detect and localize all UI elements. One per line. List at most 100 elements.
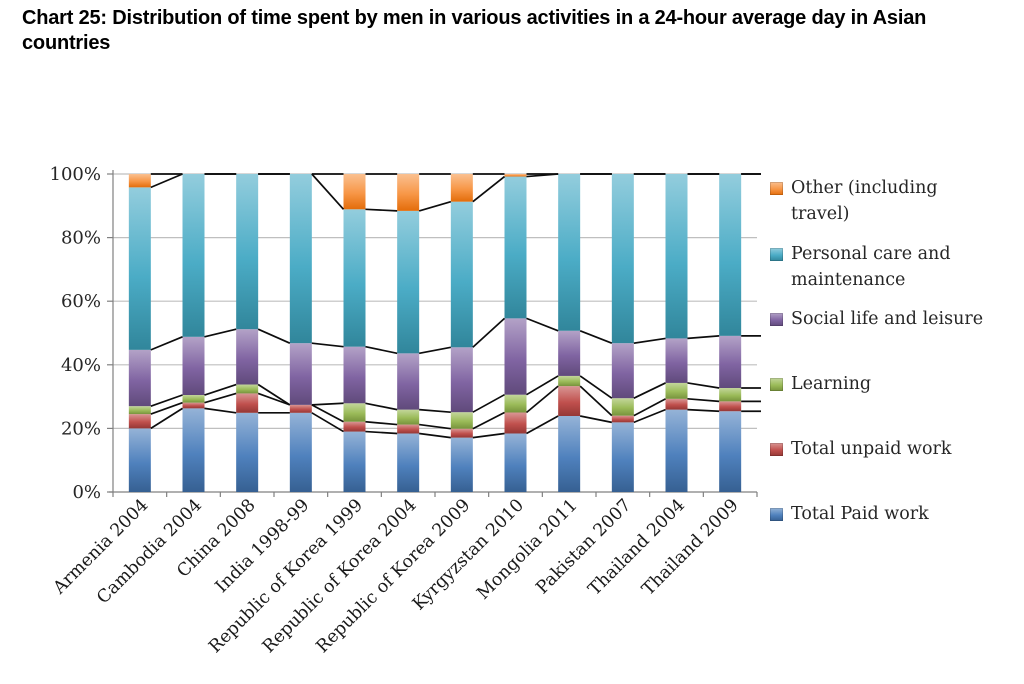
series-connector-line — [365, 430, 398, 435]
chart-title: Chart 25: Distribution of time spent by … — [22, 7, 927, 54]
segment-learning — [719, 388, 742, 402]
segment-social-life-and-leisure — [719, 335, 742, 389]
series-connector-line — [633, 382, 666, 399]
segment-total-unpaid-work — [397, 424, 420, 434]
series-connector-line — [526, 317, 559, 332]
segment-learning — [236, 384, 259, 394]
segment-learning — [611, 398, 634, 416]
segment-other-including-travel- — [397, 174, 420, 211]
segment-learning — [343, 403, 366, 422]
x-axis-label: Thailand 2004 — [585, 495, 689, 599]
series-connector-line — [150, 401, 183, 415]
segment-total-paid-work — [343, 431, 366, 492]
segment-personal-care-and-maintenance — [397, 210, 420, 354]
series-connector-line — [633, 337, 666, 345]
segment-social-life-and-leisure — [665, 338, 688, 383]
series-connector-line — [526, 375, 559, 396]
x-axis-label: Armenia 2004 — [49, 495, 152, 598]
x-axis-label: Pakistan 2007 — [533, 495, 636, 598]
series-connector-line — [687, 408, 720, 413]
x-axis-label: Mongolia 2011 — [473, 495, 581, 603]
series-connector-line — [365, 345, 398, 355]
segment-other-including-travel- — [450, 174, 473, 202]
series-connector-line — [311, 173, 345, 210]
series-connector-line — [579, 375, 613, 399]
segment-other-including-travel- — [128, 174, 151, 188]
segment-social-life-and-leisure — [611, 343, 634, 399]
segment-total-paid-work — [397, 433, 420, 492]
segment-learning — [450, 412, 473, 429]
segment-personal-care-and-maintenance — [343, 209, 366, 347]
segment-learning — [182, 395, 205, 403]
series-connector-line — [311, 404, 344, 423]
segment-social-life-and-leisure — [397, 353, 420, 410]
series-connector-line — [472, 393, 505, 413]
segment-total-unpaid-work — [343, 421, 366, 432]
y-axis-label: 0% — [72, 482, 101, 503]
segment-total-paid-work — [128, 428, 151, 492]
series-connector-line — [365, 208, 398, 212]
segment-total-paid-work — [182, 408, 205, 492]
series-connector-line — [579, 385, 613, 417]
y-axis-label: 100% — [50, 164, 101, 185]
segment-total-unpaid-work — [504, 412, 527, 434]
segment-personal-care-and-maintenance — [128, 187, 151, 350]
series-connector-line — [472, 175, 506, 203]
segment-total-paid-work — [719, 411, 742, 492]
x-axis-label: India 1998-99 — [212, 495, 314, 597]
series-connector-line — [687, 335, 720, 340]
segment-other-including-travel- — [504, 174, 527, 177]
series-connector-line — [687, 397, 720, 403]
segment-total-unpaid-work — [236, 393, 259, 413]
series-connector-line — [257, 392, 291, 406]
y-axis-label: 80% — [61, 228, 101, 249]
series-connector-line — [687, 382, 720, 389]
series-connector-line — [204, 383, 237, 396]
segment-total-unpaid-work — [182, 402, 205, 409]
series-connector-line — [525, 385, 559, 414]
segment-total-unpaid-work — [719, 401, 742, 412]
series-connector-line — [311, 412, 344, 433]
series-connector-line — [472, 317, 506, 348]
series-connector-line — [204, 407, 237, 414]
segment-total-unpaid-work — [450, 428, 473, 438]
segment-total-paid-work — [504, 433, 527, 492]
series-connector-line — [579, 329, 613, 344]
series-connector-line — [204, 328, 237, 338]
segment-learning — [128, 406, 151, 415]
segment-total-unpaid-work — [665, 398, 688, 410]
segment-total-unpaid-work — [128, 414, 151, 429]
y-axis-label: 40% — [61, 355, 101, 376]
series-connector-line — [419, 408, 451, 414]
segment-social-life-and-leisure — [236, 329, 259, 385]
segment-total-paid-work — [611, 422, 634, 492]
segment-total-paid-work — [665, 409, 688, 492]
series-connector-line — [472, 411, 505, 430]
series-connector-line — [150, 407, 183, 430]
series-connector-line — [257, 383, 291, 406]
segment-social-life-and-leisure — [182, 336, 205, 396]
segment-total-unpaid-work — [289, 404, 312, 413]
series-connector-line — [150, 336, 183, 351]
segment-personal-care-and-maintenance — [611, 174, 634, 344]
segment-total-unpaid-work — [611, 415, 634, 423]
series-connector-line — [418, 200, 452, 212]
y-axis-label: 20% — [61, 418, 101, 439]
segment-social-life-and-leisure — [504, 318, 527, 395]
series-connector-line — [257, 328, 291, 344]
segment-personal-care-and-maintenance — [450, 201, 473, 348]
segment-social-life-and-leisure — [289, 343, 312, 405]
plot-area: 0% 20% 40% 60% 80% 100% Armenia 2004 Cambodia 2… — [0, 144, 1024, 684]
segment-learning — [397, 409, 420, 425]
segment-personal-care-and-maintenance — [558, 174, 581, 331]
segment-personal-care-and-maintenance — [665, 174, 688, 339]
series-connector-line — [579, 415, 613, 424]
series-connector-line — [150, 394, 183, 407]
x-axis-label: Thailand 2009 — [638, 495, 742, 599]
segment-personal-care-and-maintenance — [504, 176, 527, 319]
series-connector-line — [526, 415, 559, 435]
series-connector-line — [365, 420, 398, 426]
segment-personal-care-and-maintenance — [236, 174, 259, 330]
